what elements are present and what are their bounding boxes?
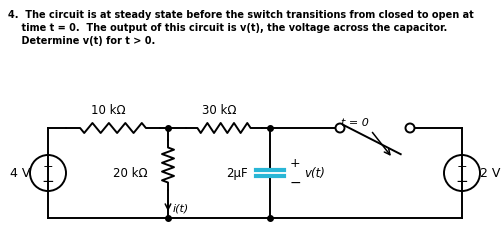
Text: 20 kΩ: 20 kΩ bbox=[113, 167, 147, 180]
Text: i(t): i(t) bbox=[173, 203, 189, 213]
Text: 30 kΩ: 30 kΩ bbox=[202, 103, 236, 117]
Text: t = 0: t = 0 bbox=[341, 118, 369, 128]
Text: −: − bbox=[42, 173, 54, 188]
Text: +: + bbox=[43, 159, 53, 172]
Text: Determine v(t) for t > 0.: Determine v(t) for t > 0. bbox=[8, 36, 155, 46]
Text: 4 V: 4 V bbox=[10, 167, 30, 180]
Circle shape bbox=[406, 123, 414, 133]
Circle shape bbox=[336, 123, 345, 133]
Text: 2 V: 2 V bbox=[480, 167, 500, 180]
Text: +: + bbox=[457, 159, 467, 172]
Text: −: − bbox=[290, 176, 301, 190]
Text: v(t): v(t) bbox=[304, 167, 325, 180]
Text: 10 kΩ: 10 kΩ bbox=[91, 103, 125, 117]
Text: time t = 0.  The output of this circuit is v(t), the voltage across the capacito: time t = 0. The output of this circuit i… bbox=[8, 23, 447, 33]
Text: 2μF: 2μF bbox=[226, 167, 248, 180]
Text: −: − bbox=[456, 173, 468, 188]
Text: +: + bbox=[290, 157, 300, 170]
Text: 4.  The circuit is at steady state before the switch transitions from closed to : 4. The circuit is at steady state before… bbox=[8, 10, 474, 20]
